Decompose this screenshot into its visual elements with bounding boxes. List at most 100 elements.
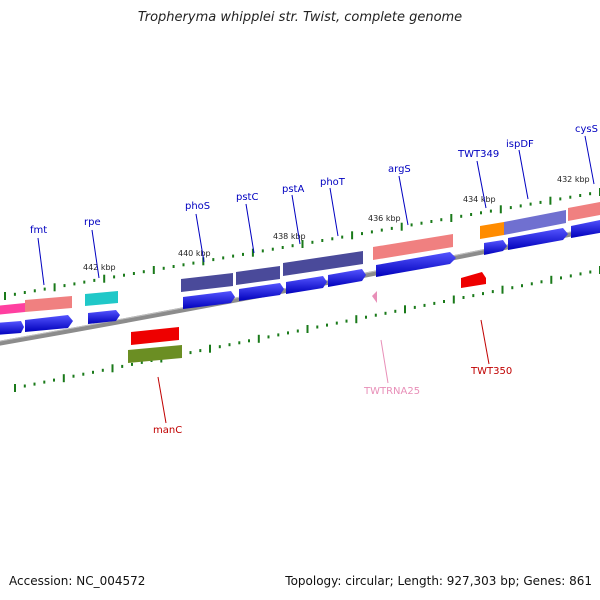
gene-pstA-box[interactable] xyxy=(283,251,363,276)
gene-label-pstC[interactable]: pstC xyxy=(236,192,258,203)
gene-TWT349-box[interactable] xyxy=(480,222,504,239)
scale-tick xyxy=(111,364,114,373)
cds-arrow[interactable] xyxy=(328,269,366,287)
cds-arrow[interactable] xyxy=(376,252,456,277)
scale-tick xyxy=(257,334,260,343)
gene-manC-box[interactable] xyxy=(128,345,182,363)
scale-tick xyxy=(82,372,85,376)
cds-arrow[interactable] xyxy=(0,321,24,335)
scale-tick xyxy=(23,384,26,388)
scale-tick xyxy=(355,315,358,324)
scale-tick xyxy=(140,360,143,364)
gene-label-ispDF[interactable]: ispDF xyxy=(506,139,534,150)
scale-tick xyxy=(489,209,492,213)
gene-label-TWTRNA25[interactable]: TWTRNA25 xyxy=(363,386,420,397)
gene-label-cysS[interactable]: cysS xyxy=(575,124,598,135)
scale-tick xyxy=(472,294,475,298)
gene-TWTRNA25-marker[interactable] xyxy=(372,291,377,303)
cds-arrow[interactable] xyxy=(239,283,284,301)
scale-tick xyxy=(470,213,473,216)
scale-tick xyxy=(33,382,36,386)
scale-tick xyxy=(192,261,195,265)
gene-label-rpe[interactable]: rpe xyxy=(84,217,101,228)
scale-tick xyxy=(482,292,484,296)
scale-tick xyxy=(311,240,314,244)
scale-tick xyxy=(281,246,284,249)
scale-tick xyxy=(413,305,416,309)
cds-arrow[interactable] xyxy=(571,219,600,238)
scale-tick xyxy=(560,276,562,280)
cds-arrow[interactable] xyxy=(88,310,120,324)
scale-tick xyxy=(182,263,185,267)
scale-tick xyxy=(404,305,406,314)
gene-TWT350-box[interactable] xyxy=(461,272,486,288)
scale-tick xyxy=(33,289,36,293)
scale-tick xyxy=(83,280,86,284)
gene-label-phoT[interactable]: phoT xyxy=(320,177,346,188)
scale-tick xyxy=(540,280,543,284)
gene-manC-box[interactable] xyxy=(131,327,179,345)
scale-tick xyxy=(509,206,512,210)
scale-tick xyxy=(511,286,514,290)
scale-tick xyxy=(73,282,76,286)
scale-tick xyxy=(306,325,309,333)
gene-cysS-box[interactable] xyxy=(568,201,600,221)
gene-fmt-box[interactable] xyxy=(25,296,72,312)
gene-ispDF-box[interactable] xyxy=(504,210,566,235)
cds-arrow[interactable] xyxy=(286,276,327,294)
scale-tick xyxy=(101,368,104,372)
scale-tick xyxy=(569,274,572,278)
scale-tick xyxy=(218,345,221,349)
scale-tick xyxy=(440,218,443,222)
scale-tick xyxy=(400,222,403,231)
kbp-label: 434 kbp xyxy=(463,195,496,204)
scale-tick xyxy=(579,272,582,276)
bottom-strand-genes xyxy=(128,272,486,363)
gene-rpe-box[interactable] xyxy=(85,291,118,306)
scale-tick xyxy=(430,220,433,223)
scale-tick xyxy=(271,247,274,251)
cds-arrow[interactable] xyxy=(183,291,235,309)
scale-tick xyxy=(550,275,553,284)
gene-fmt-box[interactable] xyxy=(0,303,25,315)
scale-tick xyxy=(316,325,319,329)
scale-tick xyxy=(341,235,344,239)
scale-tick xyxy=(530,282,533,286)
kbp-label: 442 kbp xyxy=(83,263,116,272)
scale-tick xyxy=(326,323,328,327)
scale-tick xyxy=(13,292,16,296)
scale-tick xyxy=(63,284,66,288)
scale-tick xyxy=(92,370,94,374)
accession-text: Accession: NC_004572 xyxy=(9,574,146,588)
scale-tick xyxy=(521,284,523,288)
scale-tick xyxy=(291,244,294,248)
scale-tick xyxy=(301,240,304,248)
cds-arrow[interactable] xyxy=(508,228,568,250)
label-leaders xyxy=(37,135,595,424)
scale-tick xyxy=(569,195,572,199)
scale-tick xyxy=(248,339,250,343)
gene-argS-box[interactable] xyxy=(373,234,453,260)
gene-label-argS[interactable]: argS xyxy=(388,164,411,175)
gene-label-phoS[interactable]: phoS xyxy=(185,201,210,212)
scale-tick xyxy=(261,249,264,253)
cds-arrow[interactable] xyxy=(484,240,507,255)
scale-tick xyxy=(131,362,133,366)
gene-pstC-box[interactable] xyxy=(236,266,280,285)
scale-tick xyxy=(132,272,135,275)
gene-label-TWT349[interactable]: TWT349 xyxy=(457,149,499,160)
gene-label-TWT350[interactable]: TWT350 xyxy=(470,366,512,377)
gene-label-manC[interactable]: manC xyxy=(153,425,182,436)
scale-tick xyxy=(14,384,16,392)
scale-tick xyxy=(142,270,145,274)
scale-tick xyxy=(452,295,455,304)
scale-tick xyxy=(23,291,26,294)
gene-label-pstA[interactable]: pstA xyxy=(282,184,304,195)
cds-arrow[interactable] xyxy=(25,315,73,332)
scale-tick xyxy=(491,290,494,294)
scale-tick xyxy=(152,266,155,274)
gene-phoS-box[interactable] xyxy=(181,273,233,292)
gene-label-fmt[interactable]: fmt xyxy=(30,225,47,236)
scale-tick xyxy=(238,341,241,345)
